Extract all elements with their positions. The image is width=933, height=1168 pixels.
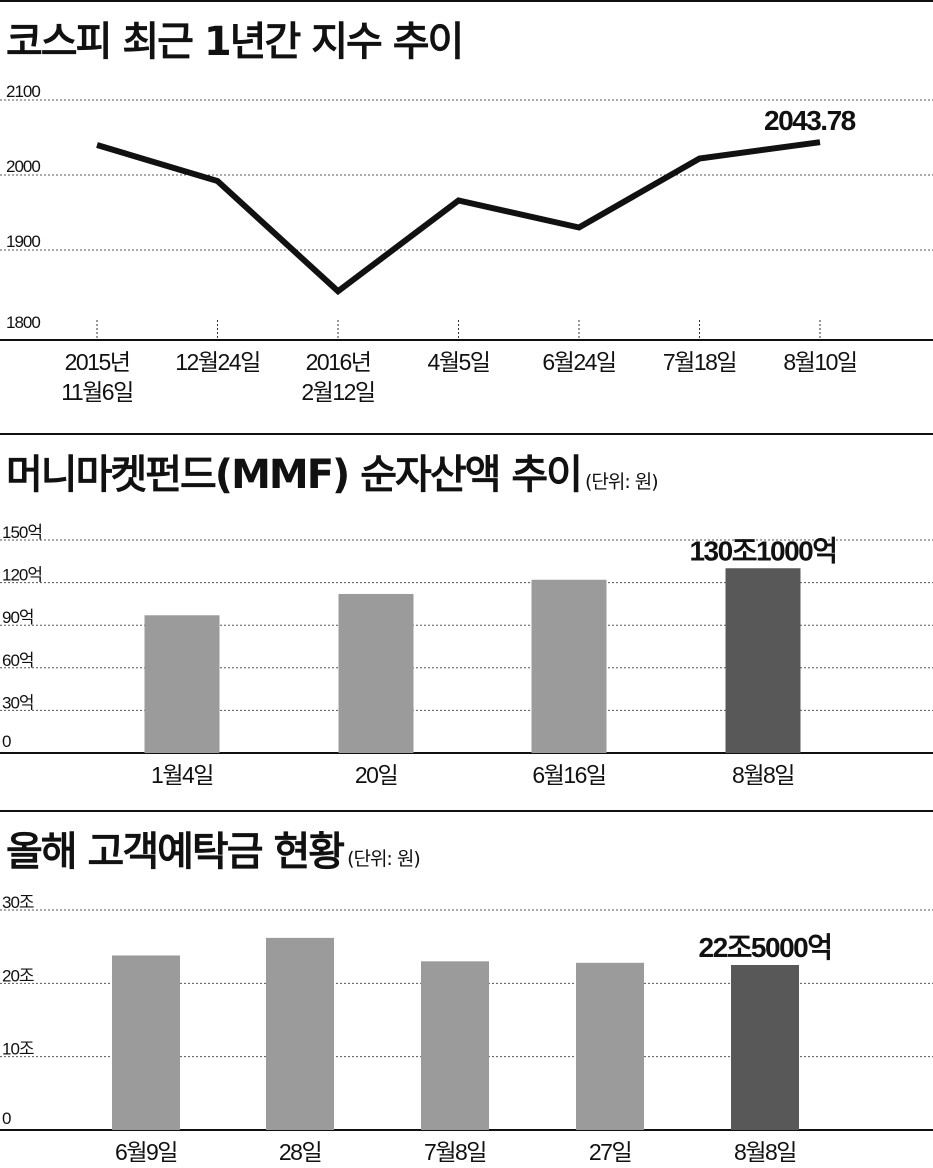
kospi-title-text: 코스피 최근 1년간 지수 추이: [6, 19, 464, 65]
y-tick-label: 10조: [2, 1040, 34, 1059]
x-tick-label: 12월24일: [175, 349, 260, 375]
y-tick-label: 150억: [2, 523, 42, 542]
deposit-title-text: 올해 고객예탁금 현황: [6, 829, 345, 875]
kospi-line-chart: 2100 2000 1900 1800 2015년 11월6일 12월24일 2016년 2월1…: [0, 82, 933, 405]
x-tick-label: 4월5일: [428, 349, 490, 375]
deposit-title: 올해 고객예탁금 현황 (단위: 원): [6, 829, 421, 875]
divider-1: [0, 433, 933, 435]
y-tick-label: 60억: [2, 651, 34, 670]
bar-highlight: [731, 965, 799, 1130]
y-tick-label: 30조: [2, 893, 34, 912]
x-tick-label: 28일: [279, 1139, 321, 1165]
bar-highlight: [725, 568, 801, 753]
x-tick-label-line: 2월12일: [301, 379, 374, 405]
mmf-title: 머니마켓펀드(MMF) 순자산액 추이 (단위: 원): [6, 452, 659, 498]
bar: [421, 961, 489, 1130]
bar: [112, 955, 180, 1130]
mmf-bar-chart: 150억 120억 90억 60억 30억 0 1월4일 20일 6월16일 8월8일 130조10…: [0, 523, 933, 788]
x-tick-label-line: 7월18일: [663, 349, 736, 375]
x-tick-label: 8월8일: [732, 762, 794, 788]
latest-value-label: 22조5000억: [699, 932, 832, 963]
x-tick-label: 20일: [355, 762, 397, 788]
x-tick-label: 6월9일: [115, 1139, 177, 1165]
bar: [144, 615, 220, 753]
kospi-title: 코스피 최근 1년간 지수 추이: [6, 19, 464, 65]
x-tick-label: 7월8일: [424, 1139, 486, 1165]
x-tick-label: 8월10일: [783, 349, 856, 375]
x-tick-label: 7월18일: [663, 349, 736, 375]
x-tick-label-line: 4월5일: [428, 349, 490, 375]
bar: [576, 962, 644, 1130]
y-tick-label: 90억: [2, 608, 34, 627]
x-tick-label: 2016년 2월12일: [301, 349, 374, 405]
x-tick-label: 8월8일: [734, 1139, 796, 1165]
deposit-bar-chart: 30조 20조 10조 0 6월9일 28일 7월8일 27일 8월8일 22조5000억: [0, 893, 933, 1165]
y-tick-label: 30억: [2, 693, 34, 712]
y-tick-label: 20조: [2, 966, 34, 985]
bar: [266, 937, 334, 1130]
x-tick-label: 1월4일: [151, 762, 213, 788]
x-tick-label: 6월24일: [542, 349, 615, 375]
x-tick-label-line: 8월10일: [783, 349, 856, 375]
x-tick-label: 27일: [589, 1139, 631, 1165]
divider-2: [0, 810, 933, 812]
x-tick-label-line: 2015년: [65, 349, 130, 375]
bar: [531, 579, 607, 753]
mmf-title-text: 머니마켓펀드(MMF) 순자산액 추이: [6, 452, 583, 498]
mmf-unit: (단위: 원): [584, 471, 659, 493]
bar: [338, 593, 414, 753]
y-tick-label: 2000: [6, 157, 40, 176]
x-tick-label: 6월16일: [532, 762, 605, 788]
y-tick-label: 120억: [2, 566, 42, 585]
y-tick-label: 2100: [6, 82, 40, 101]
kospi-latest-value-label: 2043.78: [764, 105, 856, 136]
deposit-unit: (단위: 원): [347, 848, 421, 870]
x-tick-label: 2015년 11월6일: [61, 349, 133, 405]
x-tick-label-line: 12월24일: [175, 349, 260, 375]
y-tick-label: 0: [2, 732, 11, 751]
x-tick-label-line: 6월24일: [542, 349, 615, 375]
latest-value-label: 130조1000억: [689, 535, 836, 566]
y-tick-label: 0: [2, 1109, 11, 1128]
y-tick-label: 1900: [6, 232, 40, 251]
kospi-series-line: [96, 139, 821, 296]
x-tick-label-line: 11월6일: [61, 379, 133, 405]
x-tick-label-line: 2016년: [306, 349, 371, 375]
top-rule: [0, 0, 933, 2]
y-tick-label: 1800: [6, 313, 40, 332]
